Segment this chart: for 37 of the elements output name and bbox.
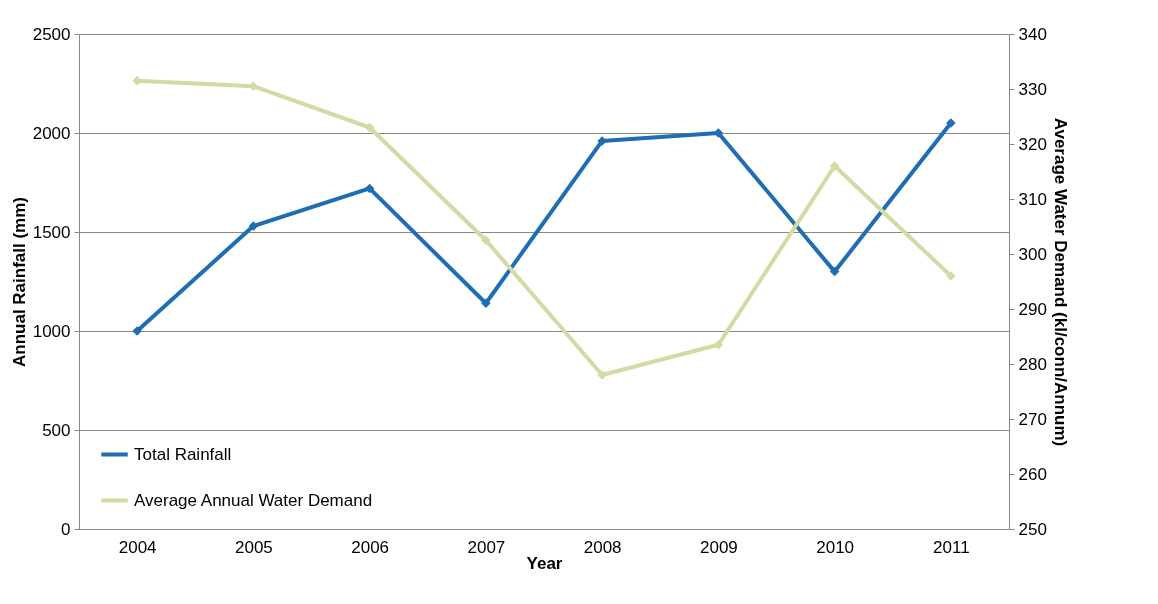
y2-tick-label: 330 — [1018, 79, 1047, 99]
y2-tick-label: 320 — [1018, 134, 1047, 154]
y-tick-label: 0 — [61, 519, 71, 539]
legend-label: Average Annual Water Demand — [134, 490, 373, 510]
x-tick-label: 2011 — [933, 537, 970, 557]
x-axis-title: Year — [526, 553, 563, 573]
legend-label: Total Rainfall — [134, 444, 232, 464]
y-tick-label: 500 — [42, 420, 71, 440]
y2-tick-label: 280 — [1018, 354, 1047, 374]
x-tick-label: 2007 — [467, 537, 506, 557]
y2-tick-label: 340 — [1018, 24, 1047, 44]
point — [829, 161, 840, 171]
y2-tick-label: 250 — [1018, 519, 1047, 539]
point — [481, 298, 491, 309]
point — [481, 235, 491, 245]
y2-tick-label: 300 — [1018, 244, 1047, 264]
x-tick-label: 2009 — [699, 537, 738, 557]
point — [713, 340, 724, 350]
y-axis-title: Annual Rainfall (mm) — [9, 196, 29, 368]
y-tick-label: 2500 — [32, 24, 71, 44]
y2-axis-title: Average Water Demand (kl/conn/Annum) — [1050, 117, 1070, 447]
x-tick-label: 2010 — [816, 537, 855, 557]
y-tick-label: 1000 — [32, 321, 71, 341]
y2-tick-label: 290 — [1018, 299, 1047, 319]
y2-tick-label: 260 — [1018, 464, 1047, 484]
point — [248, 221, 259, 231]
y-tick-label: 1500 — [32, 222, 71, 242]
x-tick-label: 2004 — [118, 537, 157, 557]
x-tick-label: 2006 — [351, 537, 390, 557]
y2-tick-label: 270 — [1018, 409, 1047, 429]
x-tick-label: 2005 — [234, 537, 273, 557]
x-tick-label: 2008 — [583, 537, 622, 557]
point — [364, 122, 375, 133]
point — [364, 183, 375, 194]
y2-tick-label: 310 — [1018, 189, 1047, 209]
point — [829, 266, 840, 277]
y-tick-label: 2000 — [32, 123, 71, 143]
